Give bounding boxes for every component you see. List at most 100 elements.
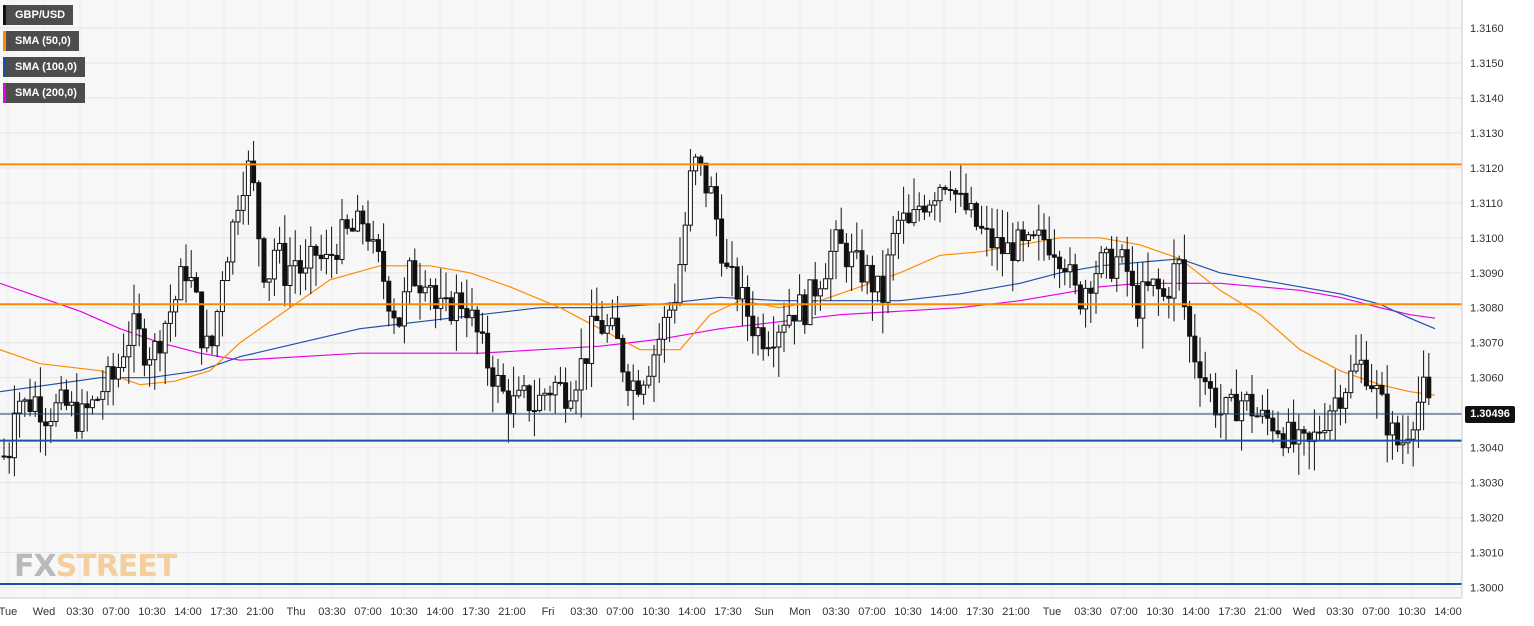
candle-bearish — [6, 455, 12, 459]
candle-bearish — [812, 279, 818, 297]
candle-bullish — [667, 309, 673, 318]
candle-bearish — [417, 285, 423, 294]
candle-bullish — [708, 186, 714, 194]
x-tick-label: 21:00 — [498, 606, 526, 618]
candle-bearish — [386, 280, 392, 312]
sma50-line — [0, 237, 1436, 396]
candle-bullish — [589, 315, 595, 364]
candle-bearish — [500, 374, 506, 392]
candle-bullish — [895, 219, 901, 234]
x-tick-label: 10:30 — [138, 606, 166, 618]
x-tick-label: 10:30 — [642, 606, 670, 618]
candle-bullish — [401, 291, 407, 327]
candle-bullish — [1228, 393, 1234, 399]
candle-bearish — [719, 218, 725, 264]
x-tick-label: 14:00 — [1182, 606, 1210, 618]
candle-bearish — [1077, 284, 1083, 310]
candle-bearish — [1202, 377, 1208, 383]
y-tick-label: 1.3030 — [1470, 478, 1504, 490]
candle-bullish — [271, 249, 277, 280]
candle-bearish — [1395, 422, 1401, 446]
candle-bullish — [1114, 256, 1120, 279]
watermark-fx: FX — [14, 549, 57, 584]
x-tick-label: 17:30 — [1218, 606, 1246, 618]
candle-bullish — [422, 286, 428, 294]
candle-bullish — [1348, 370, 1354, 394]
candle-bullish — [786, 314, 792, 326]
candle-bullish — [32, 396, 38, 412]
candle-bullish — [95, 398, 101, 401]
candle-bullish — [17, 400, 23, 414]
candle-bearish — [625, 371, 631, 391]
candle-bullish — [11, 412, 17, 459]
x-tick-label: 07:00 — [858, 606, 886, 618]
candle-bullish — [994, 237, 1000, 249]
legend-item-gbpusd: GBP/USD — [3, 5, 74, 25]
candle-bullish — [152, 340, 158, 361]
candle-bullish — [58, 389, 64, 404]
candle-bearish — [869, 264, 875, 293]
candle-bearish — [1207, 381, 1213, 389]
candle-bullish — [573, 389, 579, 402]
candle-bullish — [1343, 392, 1349, 409]
candle-bullish — [1389, 422, 1395, 436]
candle-bearish — [1254, 415, 1260, 418]
candle-bullish — [916, 205, 922, 211]
candle-bearish — [760, 327, 766, 350]
candle-bullish — [53, 402, 59, 422]
y-tick-label: 1.3100 — [1470, 233, 1504, 245]
candle-bullish — [755, 327, 761, 337]
candle-bearish — [193, 277, 199, 293]
candle-bullish — [339, 219, 345, 260]
candle-bearish — [1363, 359, 1369, 387]
candle-bullish — [48, 420, 54, 427]
candle-bullish — [911, 209, 917, 224]
candle-bullish — [854, 250, 860, 253]
candle-bullish — [495, 374, 501, 387]
candle-bearish — [802, 294, 808, 326]
y-tick-label: 1.3020 — [1470, 513, 1504, 525]
candle-bullish — [1410, 429, 1416, 440]
y-tick-label: 1.3140 — [1470, 93, 1504, 105]
candle-bullish — [188, 277, 194, 282]
candle-bearish — [1270, 417, 1276, 432]
x-tick-label: 03:30 — [822, 606, 850, 618]
candle-bearish — [74, 401, 80, 432]
x-tick-label: 14:00 — [1434, 606, 1462, 618]
candle-bullish — [89, 399, 95, 409]
candle-bullish — [1244, 393, 1250, 402]
candle-bearish — [251, 160, 257, 184]
candle-bearish — [531, 410, 537, 413]
candle-bullish — [781, 324, 787, 333]
y-tick-label: 1.3070 — [1470, 338, 1504, 350]
candle-bearish — [906, 212, 912, 224]
candle-bullish — [864, 264, 870, 283]
candle-bullish — [126, 344, 132, 358]
candle-bullish — [765, 347, 771, 350]
candle-bullish — [1400, 442, 1406, 446]
candle-bearish — [1062, 268, 1068, 273]
candle-bullish — [537, 394, 543, 412]
candle-bullish — [1150, 278, 1156, 286]
candle-bullish — [131, 313, 137, 346]
candle-bullish — [932, 200, 938, 206]
candle-bearish — [1088, 287, 1094, 294]
candle-bullish — [1415, 401, 1421, 431]
candle-bearish — [349, 227, 355, 232]
candle-bearish — [1197, 361, 1203, 379]
candle-bearish — [791, 314, 797, 322]
candle-bearish — [344, 219, 350, 229]
candle-bearish — [1181, 259, 1187, 308]
candle-bearish — [1051, 254, 1057, 258]
candle-bearish — [1317, 431, 1323, 434]
candle-bullish — [1098, 252, 1104, 275]
candle-bearish — [261, 238, 267, 283]
candle-bullish — [1176, 259, 1182, 265]
candle-bullish — [511, 395, 517, 415]
candle-bullish — [890, 232, 896, 256]
candle-bearish — [563, 382, 569, 409]
candle-bullish — [1005, 242, 1011, 255]
candle-bullish — [817, 288, 823, 297]
candle-bearish — [183, 266, 189, 282]
x-tick-label: 10:30 — [1398, 606, 1426, 618]
